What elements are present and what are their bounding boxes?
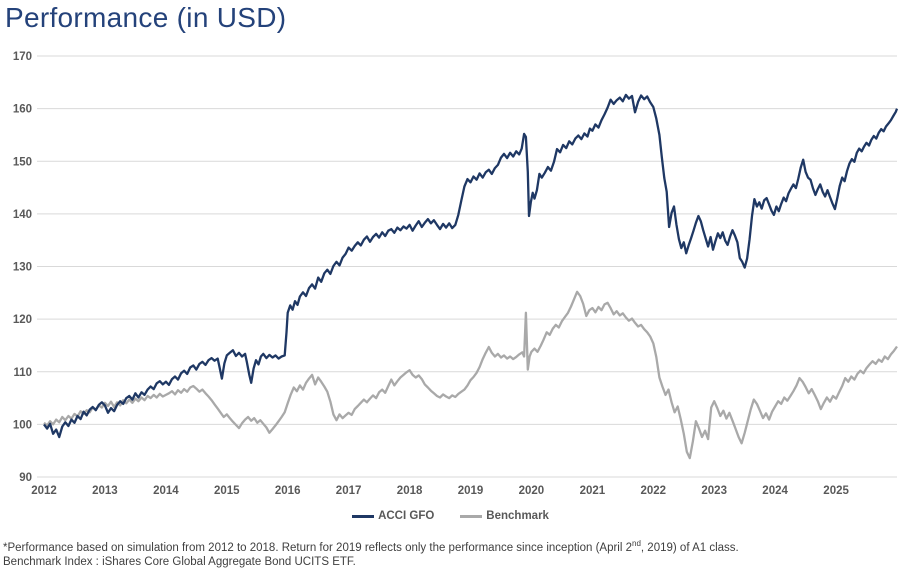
y-tick-label: 160: [13, 104, 32, 116]
series-line-benchmark: [43, 290, 898, 460]
x-tick-label: 2012: [31, 485, 57, 497]
x-tick-label: 2014: [153, 485, 179, 497]
legend-line-swatch: [352, 514, 375, 518]
footnote-benchmark-index: Benchmark Index : iShares Core Global Ag…: [3, 556, 356, 569]
y-tick-label: 170: [13, 51, 32, 63]
series-line-acci-gfo: [43, 93, 899, 439]
footnote-superscript: nd: [632, 539, 641, 548]
y-tick-label: 100: [13, 419, 32, 431]
y-tick-label: 130: [13, 262, 32, 274]
x-tick-label: 2023: [701, 485, 727, 497]
x-tick-label: 2017: [336, 485, 362, 497]
legend-label: ACCI GFO: [378, 510, 435, 522]
y-tick-label: 140: [13, 209, 32, 221]
x-tick-label: 2022: [641, 485, 667, 497]
page-title: Performance (in USD): [5, 2, 287, 33]
x-tick-label: 2020: [519, 485, 545, 497]
y-tick-label: 110: [13, 367, 32, 379]
x-tick-label: 2016: [275, 485, 301, 497]
x-tick-label: 2024: [762, 485, 788, 497]
performance-chart: 90 100 110 120 130 140 150 160 170 2012 2013 2014 20…: [13, 51, 899, 497]
x-tick-label: 2015: [214, 485, 240, 497]
x-tick-label: 2018: [397, 485, 423, 497]
legend-item-acci-gfo: ACCI GFO: [352, 510, 434, 522]
chart-legend: ACCI GFO Benchmark: [0, 510, 901, 522]
x-tick-label: 2013: [92, 485, 118, 497]
footnotes: *Performance based on simulation from 20…: [3, 537, 739, 570]
y-tick-label: 90: [19, 472, 32, 484]
legend-line-swatch: [460, 514, 483, 518]
footnote-performance: *Performance based on simulation from 20…: [3, 539, 739, 554]
x-tick-label: 2025: [823, 485, 849, 497]
y-tick-label: 120: [13, 314, 32, 326]
legend-item-benchmark: Benchmark: [460, 510, 549, 522]
x-tick-label: 2019: [458, 485, 484, 497]
legend-label: Benchmark: [486, 510, 549, 522]
y-tick-label: 150: [13, 156, 32, 168]
x-tick-label: 2021: [580, 485, 606, 497]
